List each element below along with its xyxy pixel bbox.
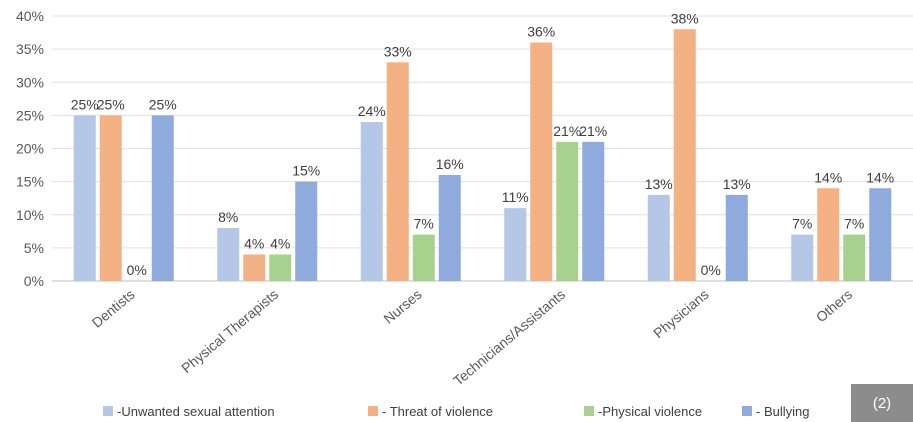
legend: -Unwanted sexual attention - Threat of vi…: [103, 404, 809, 419]
bar: [269, 254, 292, 281]
legend-label: -Unwanted sexual attention: [117, 404, 275, 419]
data-label: 14%: [866, 169, 894, 185]
bar: [725, 194, 748, 281]
bar: [504, 208, 527, 281]
data-label: 0%: [701, 262, 721, 278]
data-label: 24%: [358, 103, 386, 119]
gridlines: [52, 15, 913, 282]
data-label: 13%: [645, 176, 673, 192]
bar: [556, 141, 579, 281]
y-tick-label: 15%: [16, 174, 44, 190]
data-label: 11%: [502, 189, 529, 205]
bar: [386, 62, 409, 281]
legend-swatch: [368, 406, 378, 416]
x-axis-categories: Dentists Physical Therapists Nurses Technic…: [89, 286, 856, 389]
bar: [791, 234, 814, 281]
bar: [673, 29, 696, 281]
data-label: 25%: [97, 96, 125, 112]
data-label: 4%: [270, 236, 290, 252]
x-category-label: Dentists: [89, 286, 138, 331]
bar: [99, 115, 122, 281]
legend-swatch: [103, 406, 113, 416]
data-label: 21%: [579, 123, 607, 139]
bar: [217, 228, 240, 281]
data-label: 25%: [71, 96, 99, 112]
data-label: 7%: [792, 216, 812, 232]
bar: [438, 175, 461, 281]
data-label: 25%: [149, 96, 177, 112]
data-label: 33%: [384, 43, 412, 59]
x-category-label: Physicians: [650, 286, 712, 341]
bar: [73, 115, 96, 281]
bar: [530, 42, 553, 281]
bar: [817, 188, 840, 281]
y-tick-label: 35%: [16, 41, 44, 57]
data-label: 4%: [244, 236, 264, 252]
x-category-label: Technicians/Assistants: [450, 286, 568, 389]
data-label: 36%: [527, 24, 555, 40]
data-label: 7%: [844, 216, 864, 232]
bar: [243, 254, 266, 281]
bar: [647, 194, 670, 281]
bars: [73, 29, 892, 281]
bar: [151, 115, 174, 281]
legend-label: - Bullying: [756, 404, 809, 419]
data-label: 21%: [553, 123, 581, 139]
data-label: 16%: [436, 156, 464, 172]
y-tick-label: 30%: [16, 74, 44, 90]
bar: [295, 181, 318, 281]
y-tick-label: 0%: [24, 273, 44, 289]
bar: [412, 234, 435, 281]
x-category-label: Nurses: [380, 286, 424, 327]
legend-label: -Physical violence: [598, 404, 702, 419]
bar: [360, 122, 383, 281]
bar: [843, 234, 866, 281]
y-tick-label: 40%: [16, 8, 44, 24]
y-tick-label: 5%: [24, 240, 44, 256]
x-category-label: Physical Therapists: [178, 286, 281, 376]
bar: [869, 188, 892, 281]
legend-swatch: [584, 406, 594, 416]
data-label: 14%: [814, 169, 842, 185]
data-label: 0%: [127, 262, 147, 278]
y-tick-label: 25%: [16, 107, 44, 123]
data-label: 13%: [723, 176, 751, 192]
y-tick-label: 20%: [16, 141, 44, 157]
legend-label: - Threat of violence: [382, 404, 493, 419]
data-label: 8%: [218, 209, 238, 225]
x-category-label: Others: [813, 286, 855, 325]
data-label: 7%: [414, 216, 434, 232]
bar: [582, 141, 605, 281]
data-label: 38%: [671, 10, 699, 26]
figure-number-badge: (2): [851, 384, 913, 422]
y-axis-ticks: 0% 5% 10% 15% 20% 25% 30% 35% 40%: [16, 8, 44, 289]
data-labels: 25%25%0%25%8%4% 4%15%24%33%7%16%11%36%21%…: [71, 10, 895, 278]
y-tick-label: 10%: [16, 207, 44, 223]
data-label: 15%: [292, 163, 320, 179]
legend-swatch: [742, 406, 752, 416]
